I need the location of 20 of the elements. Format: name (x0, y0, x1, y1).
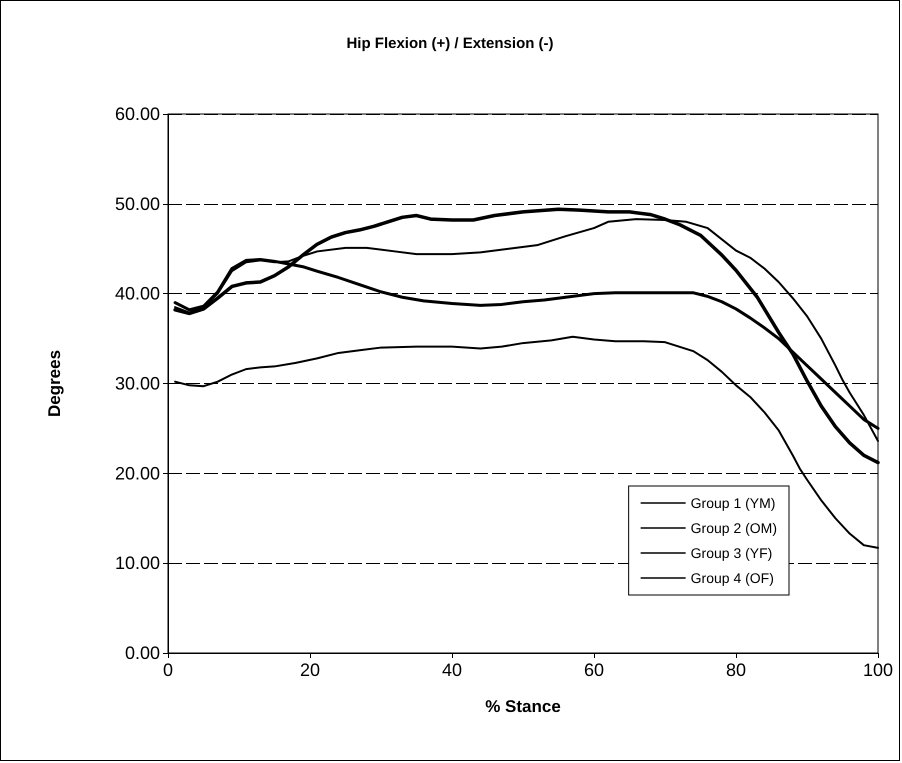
x-tick-label: 20 (300, 660, 320, 680)
x-axis-title: % Stance (485, 697, 561, 716)
x-tick-label: 100 (862, 660, 894, 680)
y-tick-label: 20.00 (114, 463, 160, 484)
y-tick-label: 0.00 (124, 643, 160, 663)
x-tick-label: 0 (162, 660, 174, 680)
legend-label: Group 3 (YF) (690, 545, 772, 561)
y-tick-label: 10.00 (114, 553, 160, 574)
legend-label: Group 2 (OM) (690, 520, 778, 536)
legend-label: Group 1 (YM) (690, 495, 776, 511)
chart-title: Hip Flexion (+) / Extension (-) (346, 35, 554, 52)
legend-label: Group 4 (OF) (690, 570, 774, 586)
y-tick-label: 30.00 (114, 374, 160, 394)
x-tick-label: 60 (584, 660, 604, 680)
x-tick-label: 40 (442, 660, 462, 680)
y-tick-label: 60.00 (114, 104, 160, 124)
x-tick-label: 80 (726, 660, 746, 680)
y-tick-label: 50.00 (114, 194, 160, 214)
y-tick-label: 40.00 (114, 284, 160, 304)
y-axis-title: Degrees (45, 350, 64, 418)
